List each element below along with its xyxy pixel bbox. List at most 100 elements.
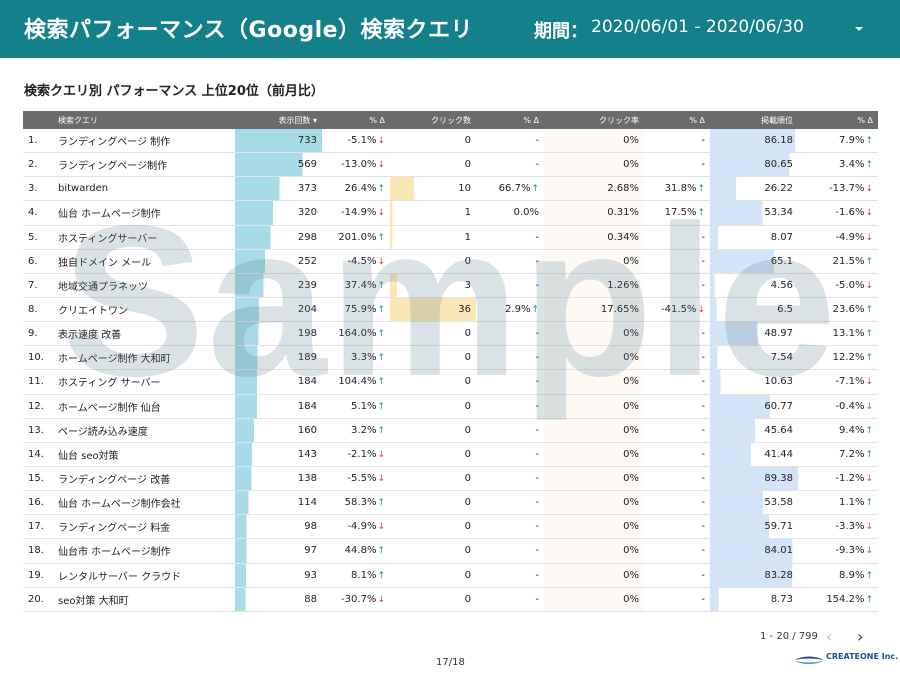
row-index: 20. [23,587,53,612]
table-row[interactable]: 7. 地域交通プラネッツ 239 37.4%↑ 3 - 1.26% - 4.56 -5.0%↓ [23,273,878,298]
col-header-ctr[interactable]: クリック率 [544,111,644,129]
ctr-cell-value: 2.68% [607,183,639,195]
next-page-icon[interactable]: › [857,627,864,646]
arrow-down-icon: ↓ [377,256,385,267]
position-cell-value: 59.71 [764,521,793,533]
clicks-delta-cell-value: - [535,279,539,291]
impressions-delta-cell: 44.8%↑ [322,538,390,564]
clicks-delta-cell: - [476,152,544,178]
position-cell: 84.01 [710,538,798,564]
table-row[interactable]: 8. クリエイトワン 204 75.9%↑ 36 2.9%↑ 17.65% -41.5%↓ 6.… [23,297,878,323]
table-row[interactable]: 15. ランディングページ 改善 138 -5.5%↓ 0-0% -89.38 -1.2%↓ [23,466,878,492]
query-cell-value: bitwarden [58,183,109,195]
position-cell: 65.1 [710,249,798,274]
row-index-value: 7. [28,279,38,291]
impressions-delta-cell-value: -4.9% [347,521,377,533]
ctr-delta-cell-value: - [701,593,705,605]
table-row[interactable]: 5. ホスティングサーバー 298 201.0%↑ 1 - 0.34% - 8.07 -4.9%↓ [23,225,878,250]
col-header-clicks-delta[interactable]: % Δ [476,111,544,129]
query-cell: bitwarden [53,176,235,202]
ctr-cell: 1.26% [544,273,644,298]
ctr-delta-cell: - [644,563,710,588]
date-range-value[interactable]: 2020/06/01 - 2020/06/30 [591,17,804,37]
table-row[interactable]: 19. レンタルサーバー クラウド 93 8.1%↑ 0-0% -83.28 8.9%↑ [23,563,878,588]
table-row[interactable]: 3. bitwarden 373 26.4%↑ 10 66.7%↑ 2.68% 31.8%↑ 2… [23,176,878,202]
position-delta-cell: -3.3%↓ [798,514,878,540]
table-row[interactable]: 18. 仙台市 ホームページ制作 97 44.8%↑ 0 - 0% - 84.01 -9.3%↓ [23,538,878,564]
position-cell: 83.28 [710,563,798,588]
position-cell-value: 60.77 [764,400,793,412]
table-row[interactable]: 11. ホスティング サーバー 184 104.4%↑ 0 - 0% - 10.63 -7.1%↓ [23,369,878,395]
col-header-position[interactable]: 掲載順位 [710,111,798,129]
position-cell-value: 45.64 [764,424,793,436]
impressions-delta-cell: 201.0%↑ [322,225,390,250]
table-row[interactable]: 9. 表示速度 改善 198 164.0%↑ 0-0% -48.97 13.1%↑ [23,321,878,347]
table-row[interactable]: 6. 独自ドメイン メール 252 -4.5%↓ 0 - 0% - 65.1 21.5%↑ [23,249,878,274]
position-delta-cell: -1.2%↓ [798,466,878,492]
position-delta-cell: 13.1%↑ [798,321,878,347]
clicks-cell-value: 0 [464,424,471,436]
row-index-value: 16. [28,497,44,509]
impressions-delta-cell-value: 104.4% [338,376,377,388]
query-cell-value: 地域交通プラネッツ [58,281,148,293]
impressions-cell-value: 184 [297,400,317,412]
impressions-delta-cell-value: 44.8% [344,545,377,557]
impressions-delta-cell-value: 37.4% [344,279,377,291]
ctr-delta-cell: - [644,369,710,395]
table-row[interactable]: 12. ホームページ制作 仙台 184 5.1%↑ 0 - 0% - 60.77 -0.4%↓ [23,394,878,419]
impressions-cell: 298 [235,225,322,250]
row-index: 6. [23,249,53,274]
table-row[interactable]: 10. ホームページ制作 大和町 189 3.3%↑ 0-0% -7.54 12.2%↑ [23,345,878,371]
col-header-clicks[interactable]: クリック数 [390,111,476,129]
impressions-delta-cell: 8.1%↑ [322,563,390,588]
table-row[interactable]: 1. ランディングページ 制作 733 -5.1%↓ 0 - 0% - 86.18 7.9%↑ [23,129,878,154]
query-cell: 仙台 ホームページ制作会社 [53,490,235,516]
ctr-delta-cell-value: - [701,159,705,171]
query-cell: 仙台 ホームページ制作 [53,200,235,226]
col-header-ctr-delta[interactable]: % Δ [644,111,710,129]
row-index: 1. [23,129,53,154]
position-cell-value: 4.56 [770,279,793,291]
clicks-cell: 0 [390,466,476,492]
query-cell-value: ランディングページ 改善 [58,475,171,487]
impressions-cell-value: 184 [297,376,317,388]
arrow-up-icon: ↑ [865,256,873,267]
row-index: 5. [23,225,53,250]
impressions-cell: 373 [235,176,322,202]
col-header-impressions[interactable]: 表示回数 ▾ [235,111,322,129]
query-cell: ランディングページ 制作 [53,129,235,154]
row-index-value: 18. [28,545,44,557]
row-index: 10. [23,345,53,371]
impressions-cell-value: 160 [297,424,317,436]
query-cell-value: 独自ドメイン メール [58,257,152,269]
arrow-down-icon: ↓ [865,377,873,388]
date-range-dropdown-icon[interactable] [850,20,868,38]
arrow-down-icon: ↓ [377,474,385,485]
clicks-delta-cell-value: - [535,593,539,605]
clicks-cell-value: 0 [464,352,471,364]
clicks-delta-cell-value: 0.0% [513,207,539,219]
position-delta-cell: -9.3%↓ [798,538,878,564]
table-row[interactable]: 17. ランディングページ 料金 98 -4.9%↓ 0-0% -59.71 -3.3%↓ [23,514,878,540]
query-cell: ランディングページ 料金 [53,514,235,540]
prev-page-icon[interactable]: ‹ [826,627,833,646]
company-logo-text: CREATEONE Inc. [826,652,899,661]
clicks-delta-cell-value: - [535,497,539,509]
position-cell: 86.18 [710,129,798,154]
query-cell-value: 表示速度 改善 [58,330,122,342]
table-row[interactable]: 4. 仙台 ホームページ制作 320 -14.9%↓ 1 0.0% 0.31% 17.5%↑ 5… [23,200,878,226]
table-row[interactable]: 16. 仙台 ホームページ制作会社 114 58.3%↑ 0-0% -53.58 1.1%↑ [23,490,878,516]
table-row[interactable]: 13. ページ読み込み速度 160 3.2%↑ 0-0% -45.64 9.4%↑ [23,418,878,443]
ctr-delta-cell: - [644,587,710,612]
position-delta-cell: -5.0%↓ [798,273,878,298]
col-header-impressions-delta[interactable]: % Δ [322,111,390,129]
table-row[interactable]: 2. ランディングページ制作 569 -13.0%↓ 0 - 0% - 80.65 3.4%↑ [23,152,878,178]
col-header-position-delta[interactable]: % Δ [798,111,878,129]
impressions-delta-cell: 3.2%↑ [322,418,390,443]
query-cell-value: 仙台市 ホームページ制作 [58,547,171,559]
table-row[interactable]: 20. seo対策 大和町 88 -30.7%↓ 0 - 0% - 8.73 154.2%↑ [23,587,878,612]
table-row[interactable]: 14. 仙台 seo対策 143 -2.1%↓ 0 - 0% - 41.44 7.2%↑ [23,442,878,467]
ctr-cell: 0% [544,587,644,612]
col-header-query[interactable]: 検索クエリ [53,111,235,129]
row-index-value: 20. [28,593,44,605]
